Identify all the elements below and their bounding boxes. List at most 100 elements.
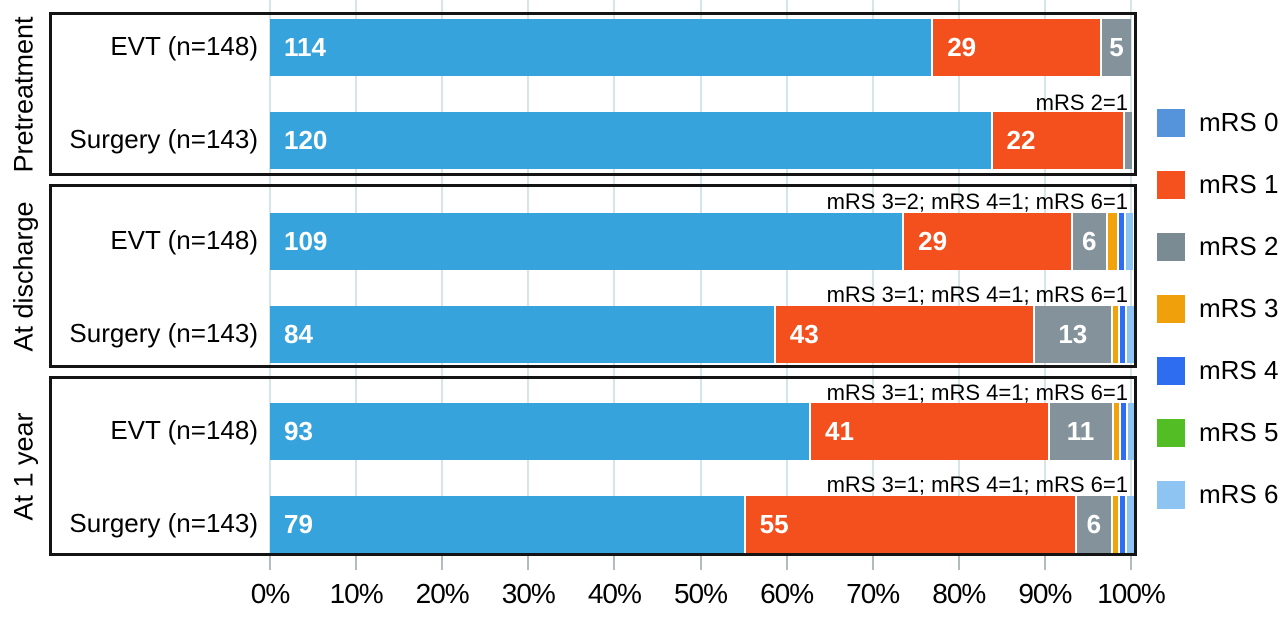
legend-label: mRS 6	[1199, 479, 1279, 509]
bar-segment-mrs-4	[1119, 306, 1127, 363]
segment-value-label: 6	[1082, 226, 1097, 256]
panel-label-at-1-year: At 1 year	[0, 376, 48, 556]
axis-tick-label: 100%	[1097, 578, 1166, 609]
axis-tick	[785, 556, 788, 570]
axis-tick-label: 10%	[329, 578, 384, 609]
legend: mRS 0 mRS 1 mRS 2 mRS 3 mRS 4 mRS 5 mRS 6	[1157, 0, 1280, 626]
legend-swatch-icon	[1157, 232, 1185, 261]
panel-label-text: At 1 year	[8, 411, 39, 521]
legend-label: mRS 1	[1199, 169, 1279, 199]
axis-tick	[1130, 556, 1132, 570]
axis-tick-label: 80%	[932, 578, 986, 609]
axis-tick-label: 50%	[673, 578, 728, 609]
legend-label: mRS 5	[1199, 417, 1279, 447]
panel-label-text: At discharge	[8, 200, 39, 352]
legend-swatch-icon	[1157, 170, 1185, 199]
bar-segment-mrs-6	[1126, 496, 1134, 553]
legend-swatch-icon	[1157, 108, 1185, 137]
bar-segment-mrs-1: 29	[904, 213, 1073, 270]
row-label: EVT (n=148)	[110, 225, 258, 255]
axis-tick-label: 70%	[846, 578, 900, 609]
axis-tick-label: 60%	[760, 578, 814, 609]
bar-pretreatment-row1: 120 22	[270, 112, 1132, 169]
bar-segment-mrs-1: 29	[933, 19, 1102, 76]
legend-item-mrs-6: mRS 6	[1157, 479, 1278, 510]
legend-item-mrs-3: mRS 3	[1157, 293, 1278, 324]
gridline	[1130, 0, 1132, 556]
row-label: Surgery (n=143)	[69, 318, 258, 348]
bar-at-1-year-row1: 79 55 6	[270, 496, 1134, 553]
gridline	[785, 0, 788, 556]
bar-segment-mrs-0: 114	[270, 19, 934, 76]
bar-segment-mrs-2: 11	[1049, 403, 1114, 460]
axis-tick	[957, 556, 960, 570]
segment-value-label: 11	[1066, 416, 1095, 446]
gridline	[613, 0, 616, 556]
panel-label-text: Pretreatment	[8, 15, 39, 173]
legend-item-mrs-4: mRS 4	[1157, 355, 1278, 386]
bar-segment-mrs-1: 41	[811, 403, 1050, 460]
axis-tick-label: 30%	[501, 578, 556, 609]
legend-swatch-icon	[1157, 294, 1185, 323]
row-label: EVT (n=148)	[110, 31, 258, 61]
legend-item-mrs-5: mRS 5	[1157, 417, 1278, 448]
segment-value-label: 55	[759, 509, 789, 539]
bar-segment-mrs-0: 84	[270, 306, 776, 363]
bar-segment-mrs-2: 6	[1072, 213, 1108, 270]
segment-value-label: 79	[284, 509, 313, 539]
panel-box-at-1-year	[49, 376, 1137, 556]
legend-label: mRS 3	[1199, 293, 1279, 323]
axis-tick	[355, 556, 358, 570]
gridline	[269, 0, 271, 556]
bar-annotation: mRS 3=2; mRS 4=1; mRS 6=1	[826, 189, 1128, 214]
bar-pretreatment-row0: 114 29 5	[270, 19, 1131, 76]
bar-segment-mrs-3	[1112, 496, 1120, 553]
axis-tick	[269, 556, 271, 570]
axis-tick	[441, 556, 444, 570]
bar-segment-mrs-3	[1112, 306, 1120, 363]
bar-segment-mrs-2: 13	[1034, 306, 1113, 363]
bar-annotation: mRS 3=1; mRS 4=1; mRS 6=1	[826, 472, 1128, 497]
legend-item-mrs-2: mRS 2	[1157, 231, 1278, 262]
segment-value-label: 120	[284, 125, 328, 155]
segment-value-label: 93	[284, 416, 313, 446]
bar-segment-mrs-6	[1127, 403, 1135, 460]
bar-segment-mrs-1: 22	[992, 112, 1125, 169]
legend-label: mRS 0	[1199, 107, 1279, 137]
legend-swatch-icon	[1157, 480, 1185, 509]
segment-value-label: 22	[1006, 125, 1036, 155]
axis-tick	[613, 556, 616, 570]
legend-swatch-icon	[1157, 356, 1185, 385]
legend-label: mRS 2	[1199, 231, 1279, 261]
bar-segment-mrs-2: 5	[1101, 19, 1131, 76]
bar-segment-mrs-1: 55	[745, 496, 1077, 553]
axis-tick	[871, 556, 874, 570]
bar-segment-mrs-1: 43	[775, 306, 1035, 363]
gridline	[355, 0, 358, 556]
bar-annotation: mRS 2=1	[1035, 90, 1128, 115]
bar-segment-mrs-4	[1119, 213, 1127, 270]
segment-value-label: 114	[284, 32, 326, 62]
gridline	[957, 0, 960, 556]
bar-at-1-year-row0: 93 41 11	[270, 403, 1135, 460]
bar-segment-mrs-6	[1126, 213, 1134, 270]
panel-label-pretreatment: Pretreatment	[0, 12, 48, 176]
bar-segment-mrs-4	[1119, 496, 1127, 553]
gridline	[527, 0, 530, 556]
bar-segment-mrs-2	[1124, 112, 1132, 169]
bar-segment-mrs-0: 79	[270, 496, 746, 553]
bar-at-discharge-row1: 84 43 13	[270, 306, 1134, 363]
segment-value-label: 13	[1058, 319, 1088, 349]
gridline	[1043, 0, 1046, 556]
bar-segment-mrs-0: 93	[270, 403, 812, 460]
bar-annotation: mRS 3=1; mRS 4=1; mRS 6=1	[826, 380, 1128, 405]
bar-segment-mrs-0: 109	[270, 213, 905, 270]
bar-segment-mrs-4	[1120, 403, 1128, 460]
segment-value-label: 29	[947, 32, 977, 62]
axis-tick-label: 0%	[250, 578, 290, 609]
segment-value-label: 5	[1109, 32, 1124, 62]
axis-tick	[699, 556, 702, 570]
gridline	[699, 0, 702, 556]
bar-annotation: mRS 3=1; mRS 4=1; mRS 6=1	[826, 282, 1128, 307]
